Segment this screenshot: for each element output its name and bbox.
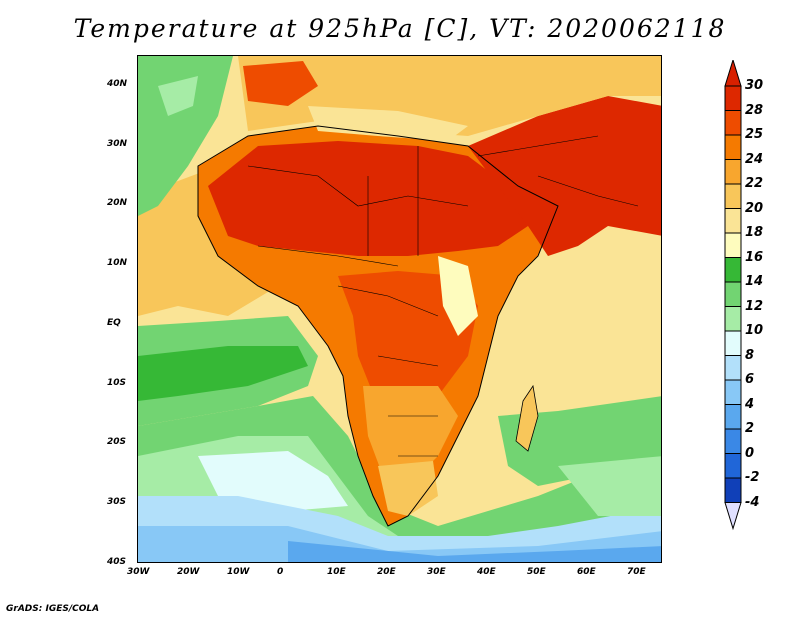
lat-tick-label: EQ bbox=[107, 317, 121, 328]
iberia-warm bbox=[243, 61, 318, 106]
colorbar-level-label: 18 bbox=[745, 225, 764, 240]
colorbar-segment bbox=[724, 330, 742, 356]
temperature-map bbox=[138, 56, 661, 562]
lon-tick-label: 20W bbox=[177, 567, 200, 577]
colorbar-top-arrow bbox=[724, 60, 742, 87]
lon-tick-label: 40E bbox=[477, 567, 496, 577]
colorbar-level-label: 8 bbox=[745, 347, 755, 363]
colorbar-bottom-arrow bbox=[724, 502, 742, 531]
lon-tick-label: 30E bbox=[427, 567, 446, 577]
colorbar-level-label: -2 bbox=[745, 470, 760, 485]
south-ocean-blue-3 bbox=[288, 541, 661, 562]
mediterranean-sea bbox=[308, 106, 468, 141]
map-frame bbox=[137, 55, 662, 563]
lon-tick-label: 20E bbox=[377, 567, 396, 577]
colorbar-segment bbox=[724, 134, 742, 160]
arabia-borders bbox=[477, 135, 639, 207]
colorbar-segment bbox=[724, 306, 742, 332]
south-atlantic-green-dark bbox=[138, 346, 308, 401]
lon-tick-label: 10W bbox=[227, 567, 250, 577]
colorbar-level-label: 20 bbox=[745, 200, 764, 216]
colorbar-level-label: 22 bbox=[745, 176, 764, 191]
colorbar-level-label: 30 bbox=[745, 78, 764, 93]
colorbar-segment bbox=[724, 477, 742, 503]
colorbar-level-label: 6 bbox=[745, 372, 755, 387]
lon-tick-label: 10E bbox=[327, 567, 346, 577]
colorbar-level-label: -4 bbox=[745, 494, 760, 510]
atlantic-light-nw bbox=[158, 76, 198, 116]
southern-africa-warm bbox=[363, 386, 458, 486]
east-africa-highlands bbox=[438, 256, 478, 336]
lat-tick-label: 20N bbox=[107, 198, 128, 209]
colorbar-segment bbox=[724, 379, 742, 405]
lon-tick-label: 50E bbox=[527, 567, 546, 577]
coastline-africa bbox=[197, 125, 559, 527]
madagascar bbox=[515, 384, 539, 452]
colorbar-level-label: 28 bbox=[745, 102, 764, 118]
colorbar-level-label: 14 bbox=[745, 274, 764, 289]
colorbar-segment bbox=[724, 183, 742, 209]
colorbar-level-label: 12 bbox=[745, 298, 764, 314]
colorbar-level-label: 4 bbox=[745, 396, 755, 412]
country-borders bbox=[247, 146, 469, 457]
colorbar-level-label: 0 bbox=[745, 445, 755, 461]
colorbar-segment bbox=[724, 404, 742, 430]
lat-tick-label: 10S bbox=[107, 377, 127, 388]
lon-tick-label: 70E bbox=[627, 567, 646, 577]
grads-credit: GrADS: IGES/COLA bbox=[6, 604, 100, 614]
lat-tick-label: 30N bbox=[107, 138, 128, 149]
indian-ocean-cool bbox=[558, 456, 661, 516]
lon-tick-label: 60E bbox=[577, 567, 596, 577]
colorbar-segment bbox=[724, 85, 742, 111]
map-title: Temperature at 925hPa [C], VT: 202006211… bbox=[73, 14, 727, 43]
colorbar-level-label: 24 bbox=[745, 151, 764, 167]
colorbar-segment bbox=[724, 257, 742, 283]
colorbar bbox=[724, 60, 742, 531]
colorbar-level-label: 10 bbox=[745, 323, 764, 338]
colorbar-segment bbox=[724, 232, 742, 258]
colorbar-segment bbox=[724, 281, 742, 307]
colorbar-segment bbox=[724, 355, 742, 381]
colorbar-segment bbox=[724, 159, 742, 185]
colorbar-level-label: 25 bbox=[745, 127, 764, 142]
south-africa-mild bbox=[378, 461, 438, 516]
lat-tick-label: 40N bbox=[107, 78, 128, 89]
lon-tick-label: 0 bbox=[277, 567, 284, 577]
lon-tick-label: 30W bbox=[127, 567, 150, 577]
arabia-hot bbox=[468, 96, 661, 256]
colorbar-level-label: 2 bbox=[745, 421, 755, 436]
lat-tick-label: 10N bbox=[107, 258, 128, 269]
lat-tick-label: 40S bbox=[107, 557, 127, 567]
colorbar-segment bbox=[724, 453, 742, 479]
colorbar-level-label: 16 bbox=[745, 249, 764, 265]
lat-tick-label: 20S bbox=[107, 437, 127, 448]
colorbar-segment bbox=[724, 110, 742, 136]
colorbar-segment bbox=[724, 208, 742, 234]
central-africa-warm bbox=[338, 271, 478, 416]
colorbar-segment bbox=[724, 428, 742, 454]
lat-tick-label: 30S bbox=[107, 497, 127, 508]
